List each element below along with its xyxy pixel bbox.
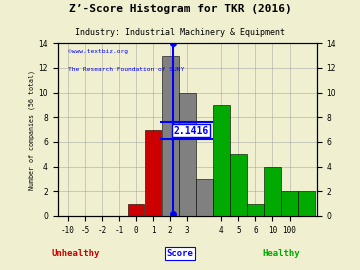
- Bar: [298, 191, 315, 216]
- Text: Score: Score: [167, 249, 193, 258]
- Text: Industry: Industrial Machinery & Equipment: Industry: Industrial Machinery & Equipme…: [75, 28, 285, 37]
- Bar: [196, 179, 213, 216]
- Text: ©www.textbiz.org: ©www.textbiz.org: [68, 49, 128, 54]
- Bar: [230, 154, 247, 216]
- Bar: [247, 204, 264, 216]
- Bar: [162, 56, 179, 216]
- Text: 2.1416: 2.1416: [174, 126, 209, 136]
- Bar: [145, 130, 161, 216]
- Text: Healthy: Healthy: [262, 249, 300, 258]
- Bar: [179, 93, 195, 216]
- Bar: [213, 105, 230, 216]
- Bar: [264, 167, 281, 216]
- Text: Unhealthy: Unhealthy: [51, 249, 100, 258]
- Bar: [281, 191, 298, 216]
- Text: The Research Foundation of SUNY: The Research Foundation of SUNY: [68, 67, 184, 72]
- Bar: [128, 204, 144, 216]
- Text: Z’-Score Histogram for TKR (2016): Z’-Score Histogram for TKR (2016): [69, 4, 291, 14]
- Y-axis label: Number of companies (56 total): Number of companies (56 total): [29, 70, 36, 190]
